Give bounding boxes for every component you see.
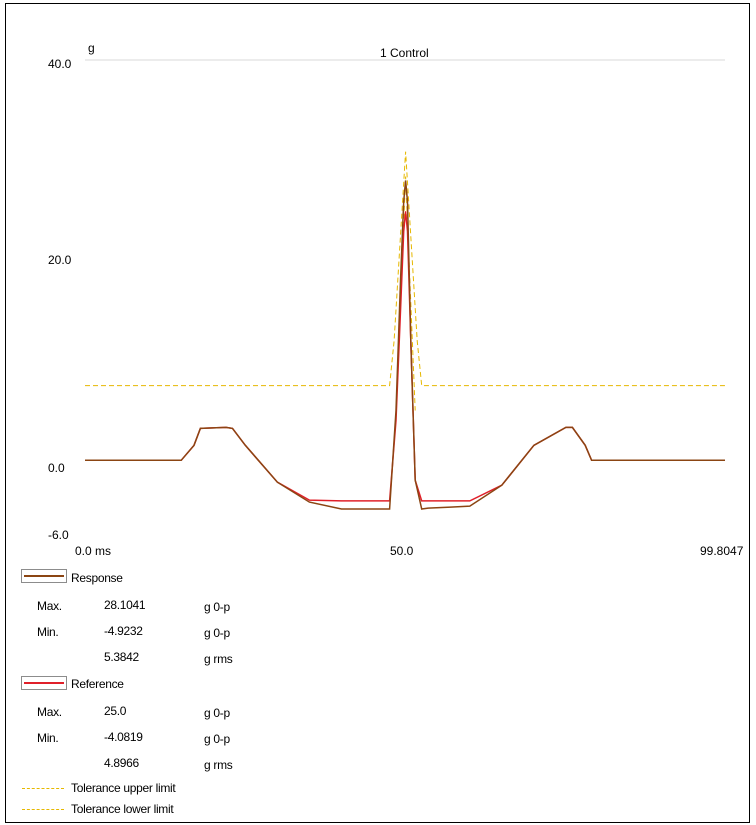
x-tick-end: 99.8047	[700, 544, 744, 558]
legend-tol-lower: Tolerance lower limit	[71, 802, 174, 816]
reference-rms-unit: g rms	[204, 758, 233, 772]
reference-swatch	[21, 676, 67, 690]
y-tick-0: 0.0	[48, 461, 65, 475]
x-tick-mid: 50.0	[390, 544, 414, 558]
response-max-value: 28.1041	[104, 598, 146, 612]
response-rms-value: 5.3842	[104, 650, 139, 664]
reference-max-value: 25.0	[104, 704, 127, 718]
response-min-value: -4.9232	[104, 624, 143, 638]
series-layer	[85, 151, 725, 510]
reference-min-label: Min.	[37, 731, 59, 745]
response-max-label: Max.	[37, 599, 62, 613]
chart-frame	[5, 3, 750, 823]
response-swatch	[21, 569, 67, 583]
response-rms-unit: g rms	[204, 652, 233, 666]
series-line-reference	[85, 211, 725, 502]
reference-max-label: Max.	[37, 705, 62, 719]
response-min-unit: g 0-p	[204, 626, 230, 640]
reference-max-unit: g 0-p	[204, 706, 230, 720]
chart-title: 1 Control	[380, 46, 429, 60]
legend-tol-upper: Tolerance upper limit	[71, 781, 176, 795]
reference-rms-value: 4.8966	[104, 756, 139, 770]
y-tick-40: 40.0	[48, 57, 72, 71]
series-line-tolerance-lower-limit	[395, 176, 416, 411]
legend-reference-label: Reference	[71, 677, 124, 691]
tol-lower-swatch	[22, 809, 64, 810]
response-max-unit: g 0-p	[204, 600, 230, 614]
y-tick-20: 20.0	[48, 253, 72, 267]
response-min-label: Min.	[37, 625, 59, 639]
y-unit-label: g	[88, 41, 95, 55]
legend-response-label: Response	[71, 571, 123, 585]
tol-upper-swatch	[22, 788, 64, 789]
series-line-tolerance-upper-limit	[85, 151, 725, 387]
reference-min-value: -4.0819	[104, 730, 143, 744]
y-tick-minus6: -6.0	[48, 528, 69, 542]
reference-min-unit: g 0-p	[204, 732, 230, 746]
series-line-response	[85, 180, 725, 510]
x-tick-start: 0.0 ms	[75, 544, 111, 558]
